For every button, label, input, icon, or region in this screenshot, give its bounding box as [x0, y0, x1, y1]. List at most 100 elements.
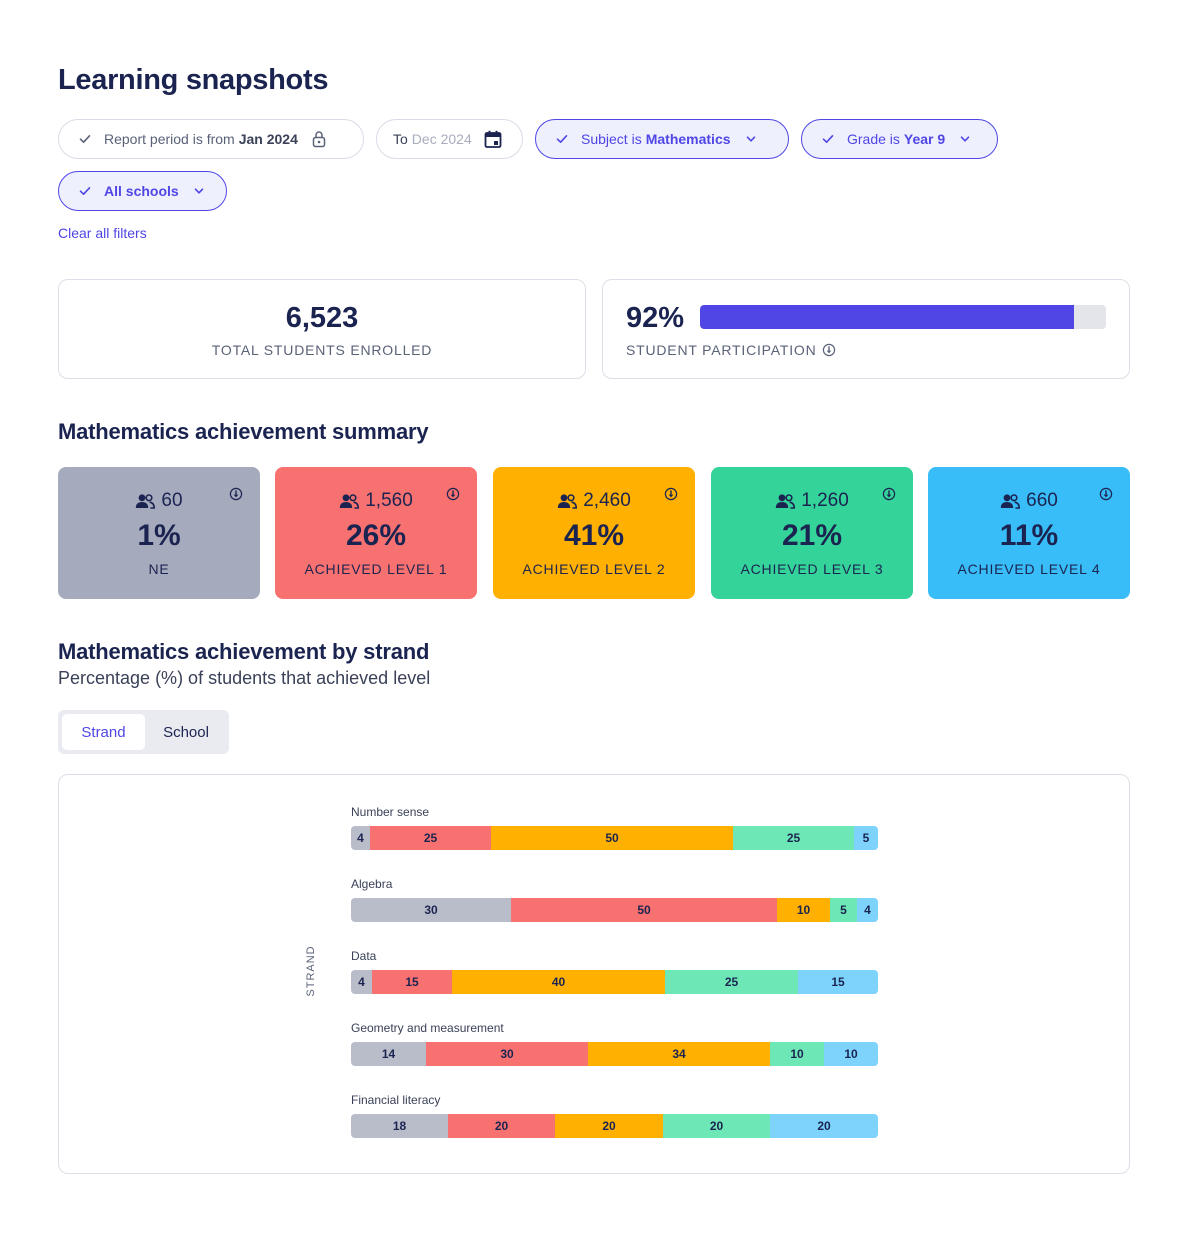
level-percent: 1% — [137, 519, 181, 552]
bar-segment[interactable]: 20 — [448, 1114, 555, 1138]
tab-school[interactable]: School — [163, 723, 209, 741]
participation-value: 92% — [626, 302, 685, 334]
level-count: 660 — [928, 490, 1130, 512]
total-enrolled-card: 6,523 TOTAL STUDENTS ENROLLED — [58, 279, 586, 379]
bar-segment[interactable]: 20 — [770, 1114, 878, 1138]
users-icon — [1000, 493, 1021, 509]
bar-segment[interactable]: 20 — [663, 1114, 770, 1138]
participation-progress-fill — [700, 305, 1074, 329]
schools-filter[interactable]: All schools — [58, 171, 227, 211]
bar-segment[interactable]: 50 — [491, 826, 733, 850]
lock-icon — [311, 130, 327, 148]
bar-segment[interactable]: 4 — [351, 970, 372, 994]
level-label: NE — [148, 561, 170, 577]
chevron-down-icon — [193, 185, 205, 197]
level-label: ACHIEVED LEVEL 4 — [957, 561, 1101, 577]
bar-segment[interactable]: 25 — [665, 970, 798, 994]
users-icon — [135, 493, 156, 509]
bar-segment[interactable]: 30 — [426, 1042, 588, 1066]
bar-segment[interactable]: 18 — [351, 1114, 448, 1138]
bar-segment[interactable]: 50 — [511, 898, 777, 922]
strand-section-subtitle: Percentage (%) of students that achieved… — [58, 668, 431, 688]
info-icon[interactable] — [229, 487, 243, 501]
strand-bar: 30 50 10 5 4 — [351, 898, 878, 922]
users-icon — [339, 493, 360, 509]
bar-segment[interactable]: 4 — [857, 898, 878, 922]
strand-label: Algebra — [351, 877, 393, 891]
grade-filter[interactable]: Grade is Year 9 — [801, 119, 998, 159]
subject-value: Mathematics — [645, 131, 731, 147]
chevron-down-icon — [959, 133, 971, 145]
info-icon[interactable] — [664, 487, 678, 501]
strand-label: Data — [351, 949, 377, 963]
level-card[interactable]: 660 11% ACHIEVED LEVEL 4 — [928, 467, 1130, 599]
info-icon[interactable] — [882, 487, 896, 501]
chevron-down-icon — [745, 133, 757, 145]
strand-bar: 18 20 20 20 20 — [351, 1114, 878, 1138]
level-count: 2,460 — [493, 490, 695, 512]
bar-segment[interactable]: 15 — [372, 970, 452, 994]
bar-segment[interactable]: 14 — [351, 1042, 426, 1066]
level-count-value: 60 — [161, 490, 183, 511]
period-to-value: Dec 2024 — [411, 131, 472, 147]
level-card[interactable]: 60 1% NE — [58, 467, 260, 599]
level-count: 1,260 — [711, 490, 913, 512]
check-icon — [78, 132, 92, 146]
report-period-to-filter[interactable]: To Dec 2024 — [376, 119, 523, 159]
info-icon[interactable] — [446, 487, 460, 501]
level-label: ACHIEVED LEVEL 1 — [304, 561, 448, 577]
bar-segment[interactable]: 5 — [830, 898, 857, 922]
strand-bar: 4 25 50 25 5 — [351, 826, 878, 850]
users-icon — [775, 493, 796, 509]
bar-segment[interactable]: 40 — [452, 970, 665, 994]
level-count-value: 1,560 — [365, 490, 413, 511]
check-icon — [555, 132, 569, 146]
bar-segment[interactable]: 5 — [854, 826, 878, 850]
strand-axis-label: STRAND — [305, 945, 317, 997]
level-count: 60 — [58, 490, 260, 512]
info-icon[interactable] — [1099, 487, 1113, 501]
bar-segment[interactable]: 20 — [555, 1114, 663, 1138]
total-enrolled-value: 6,523 — [285, 302, 359, 334]
participation-progress-bar — [700, 305, 1106, 329]
bar-segment[interactable]: 30 — [351, 898, 511, 922]
bar-segment[interactable]: 4 — [351, 826, 370, 850]
strand-bar: 4 15 40 25 15 — [351, 970, 878, 994]
report-period-from-filter[interactable]: Report period is from Jan 2024 — [58, 119, 364, 159]
bar-segment[interactable]: 10 — [824, 1042, 878, 1066]
level-label: ACHIEVED LEVEL 3 — [740, 561, 884, 577]
bar-segment[interactable]: 10 — [777, 898, 830, 922]
clear-all-filters-link[interactable]: Clear all filters — [58, 225, 147, 241]
strand-bar: 14 30 34 10 10 — [351, 1042, 878, 1066]
bar-segment[interactable]: 25 — [370, 826, 491, 850]
bar-segment[interactable]: 34 — [588, 1042, 770, 1066]
level-label: ACHIEVED LEVEL 2 — [522, 561, 666, 577]
info-icon[interactable] — [822, 343, 836, 357]
check-icon — [78, 184, 92, 198]
summary-title: Mathematics achievement summary — [58, 419, 429, 444]
period-from-value: Jan 2024 — [238, 131, 298, 147]
check-icon — [821, 132, 835, 146]
view-toggle: Strand School — [58, 710, 229, 754]
tab-strand[interactable]: Strand — [62, 714, 145, 750]
participation-label: STUDENT PARTICIPATION — [626, 342, 817, 358]
strand-label: Number sense — [351, 805, 430, 819]
page-title: Learning snapshots — [58, 64, 329, 96]
grade-value: Year 9 — [903, 131, 946, 147]
level-card[interactable]: 2,460 41% ACHIEVED LEVEL 2 — [493, 467, 695, 599]
schools-value: All schools — [104, 183, 179, 199]
bar-segment[interactable]: 15 — [798, 970, 878, 994]
bar-segment[interactable]: 10 — [770, 1042, 824, 1066]
calendar-icon — [484, 130, 502, 148]
strand-label: Geometry and measurement — [351, 1021, 504, 1035]
bar-segment[interactable]: 25 — [733, 826, 854, 850]
strand-label: Financial literacy — [351, 1093, 441, 1107]
level-percent: 11% — [999, 519, 1059, 552]
users-icon — [557, 493, 578, 509]
subject-filter[interactable]: Subject is Mathematics — [535, 119, 789, 159]
level-card[interactable]: 1,560 26% ACHIEVED LEVEL 1 — [275, 467, 477, 599]
strand-section-title: Mathematics achievement by strand — [58, 639, 430, 664]
level-card[interactable]: 1,260 21% ACHIEVED LEVEL 3 — [711, 467, 913, 599]
total-enrolled-label: TOTAL STUDENTS ENROLLED — [211, 342, 433, 358]
level-count-value: 660 — [1026, 490, 1058, 511]
